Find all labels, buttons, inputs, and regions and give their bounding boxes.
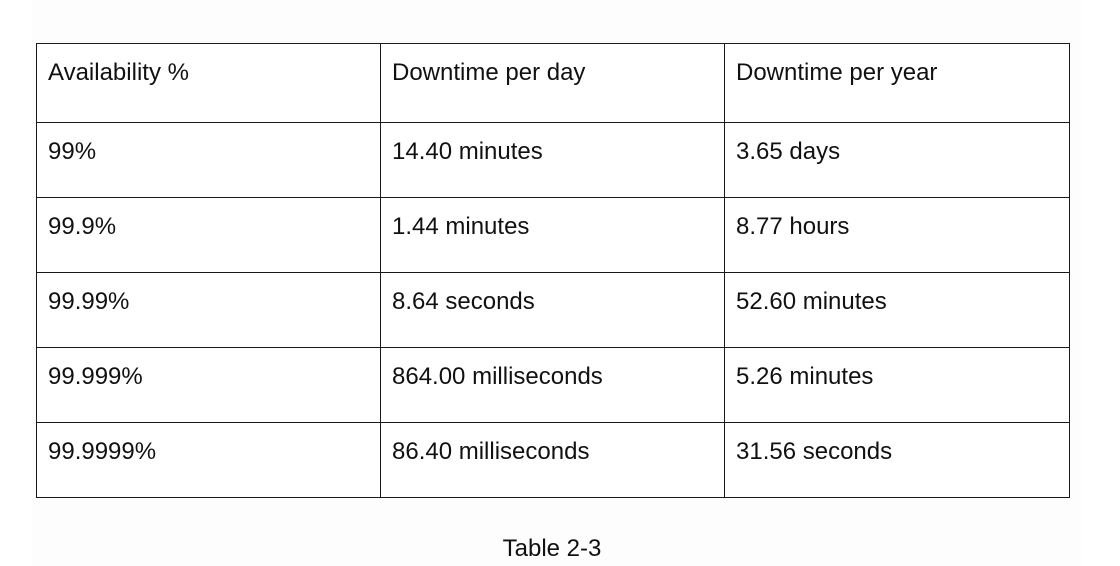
cell-availability: 99.999% [36, 347, 381, 423]
header-downtime-per-day: Downtime per day [380, 43, 725, 123]
availability-table: Availability % Downtime per day Downtime… [36, 43, 1070, 498]
cell-downtime-per-year: 52.60 minutes [724, 272, 1070, 348]
cell-downtime-per-year: 5.26 minutes [724, 347, 1070, 423]
table-header-row: Availability % Downtime per day Downtime… [36, 43, 1070, 123]
table-row: 99.9% 1.44 minutes 8.77 hours [36, 197, 1070, 273]
table-row: 99.9999% 86.40 milliseconds 31.56 second… [36, 422, 1070, 498]
cell-downtime-per-year: 3.65 days [724, 122, 1070, 198]
header-availability: Availability % [36, 43, 381, 123]
cell-downtime-per-year: 31.56 seconds [724, 422, 1070, 498]
cell-downtime-per-day: 14.40 minutes [380, 122, 725, 198]
table-caption: Table 2-3 [502, 535, 602, 562]
table-row: 99.999% 864.00 milliseconds 5.26 minutes [36, 347, 1070, 423]
cell-downtime-per-year: 8.77 hours [724, 197, 1070, 273]
cell-downtime-per-day: 86.40 milliseconds [380, 422, 725, 498]
cell-downtime-per-day: 8.64 seconds [380, 272, 725, 348]
header-downtime-per-year: Downtime per year [724, 43, 1070, 123]
cell-availability: 99.9999% [36, 422, 381, 498]
cell-availability: 99.99% [36, 272, 381, 348]
cell-availability: 99% [36, 122, 381, 198]
cell-availability: 99.9% [36, 197, 381, 273]
table-row: 99.99% 8.64 seconds 52.60 minutes [36, 272, 1070, 348]
cell-downtime-per-day: 1.44 minutes [380, 197, 725, 273]
cell-downtime-per-day: 864.00 milliseconds [380, 347, 725, 423]
table-row: 99% 14.40 minutes 3.65 days [36, 122, 1070, 198]
